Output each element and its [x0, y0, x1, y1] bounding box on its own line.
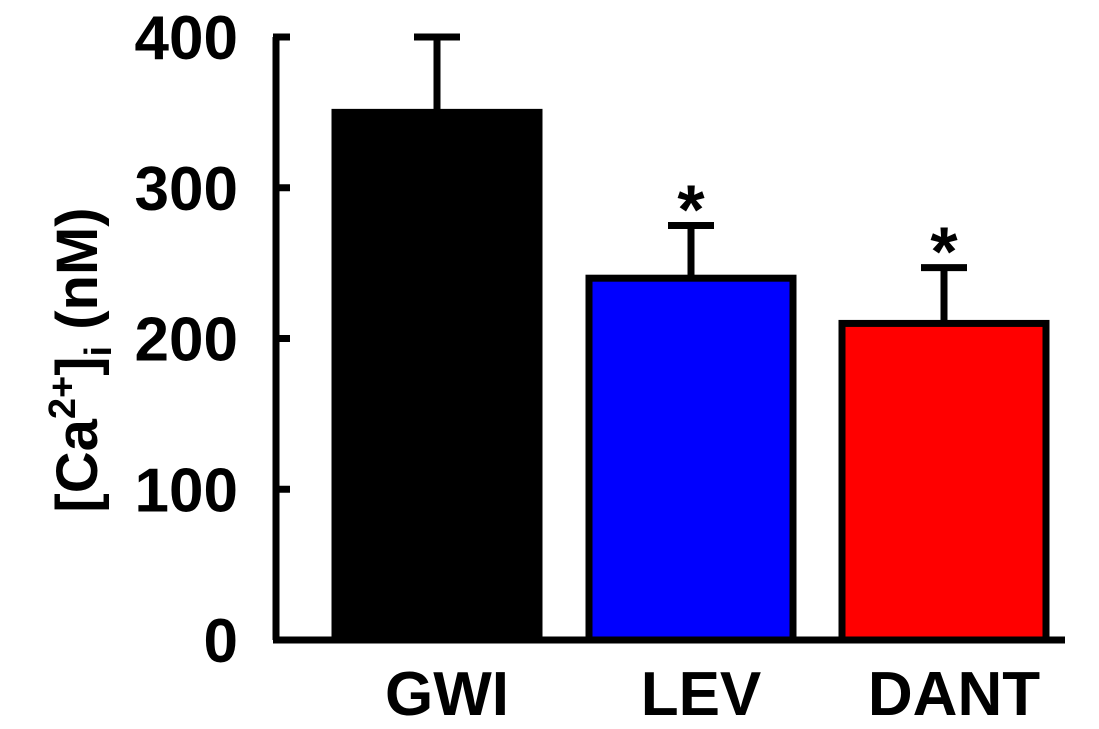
error-bars-layer: [414, 33, 967, 324]
bar-dant: [838, 319, 1050, 644]
y-tick-label-400: 400: [135, 4, 238, 73]
y-tick-label-200: 200: [135, 306, 238, 375]
bar-lev: [585, 274, 797, 644]
bar-gwi: [331, 108, 543, 644]
category-label-lev: LEV: [641, 660, 762, 729]
y-title-sup: 2+: [42, 376, 84, 419]
y-axis-title: [Ca2+]i (nM): [42, 207, 120, 512]
y-title-unit: (nM): [45, 207, 110, 346]
y-title-open: [Ca: [45, 418, 110, 512]
y-tick-label-100: 100: [135, 456, 238, 525]
category-label-gwi: GWI: [385, 660, 509, 729]
category-label-dant: DANT: [868, 660, 1040, 729]
y-title-sub: i: [78, 346, 120, 357]
y-tick-label-0: 0: [204, 607, 238, 676]
y-ticks-layer: 0 100 200 300 400: [135, 4, 290, 676]
y-tick-label-300: 300: [135, 155, 238, 224]
x-category-labels: GWI LEV DANT: [385, 660, 1040, 729]
significance-lev: *: [677, 170, 705, 248]
y-title-close: ]: [45, 356, 110, 375]
significance-dant: *: [930, 213, 958, 291]
significance-markers: **: [677, 170, 958, 290]
